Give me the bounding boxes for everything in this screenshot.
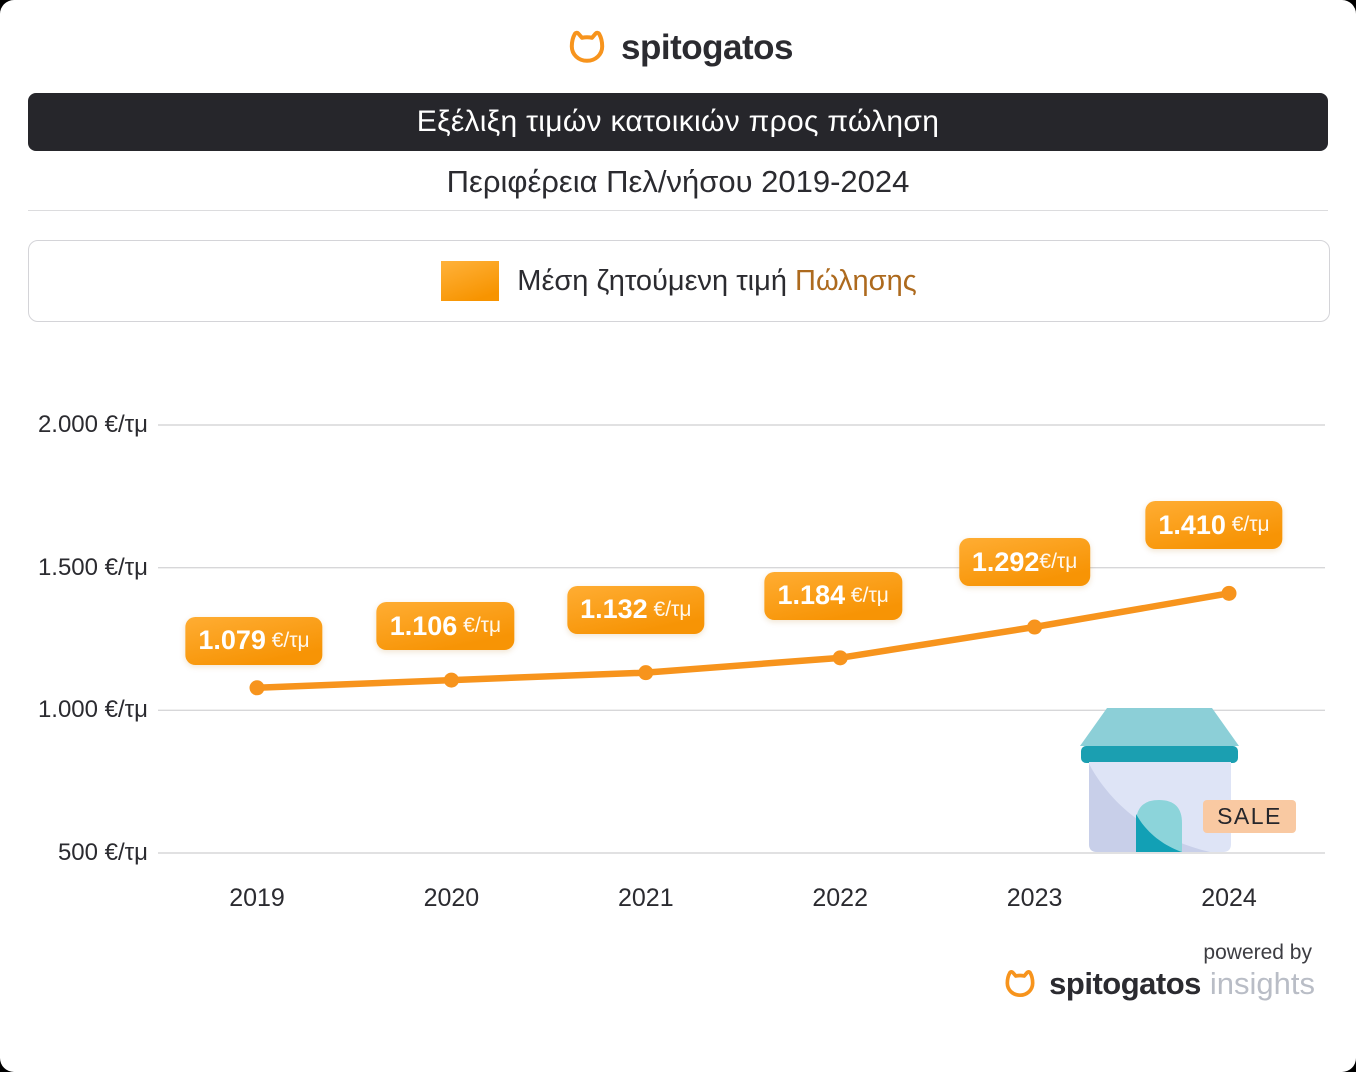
data-point-label: 1.132 €/τμ bbox=[567, 585, 705, 634]
x-axis-tick-label: 2022 bbox=[812, 884, 868, 912]
x-axis-tick-label: 2023 bbox=[1006, 884, 1063, 912]
legend: Μέση ζητούμενη τιμή Πώλησης bbox=[28, 240, 1330, 322]
sale-badge: SALE bbox=[1203, 800, 1296, 833]
x-axis-tick-label: 2024 bbox=[1201, 884, 1257, 912]
powered-by-text: powered by bbox=[1203, 941, 1312, 964]
data-point-label: 1.184 €/τμ bbox=[764, 571, 902, 620]
data-point bbox=[1027, 619, 1043, 635]
page-title: Εξέλιξη τιμών κατοικιών προς πώληση bbox=[416, 105, 940, 138]
data-label-unit: €/τμ bbox=[1225, 513, 1270, 537]
data-label-value: 1.079 bbox=[198, 625, 266, 656]
data-label-value: 1.410 bbox=[1158, 509, 1226, 540]
legend-label: Μέση ζητούμενη τιμή Πώλησης bbox=[517, 265, 916, 298]
data-label-unit: €/τμ bbox=[1039, 550, 1078, 574]
data-point bbox=[638, 665, 654, 681]
legend-highlight-text: Πώλησης bbox=[795, 264, 917, 297]
series-line bbox=[253, 590, 1233, 692]
data-point-label: 1.292 €/τμ bbox=[958, 538, 1091, 587]
house-shade bbox=[1089, 764, 1210, 852]
data-point bbox=[832, 650, 848, 666]
data-label-value: 1.132 bbox=[580, 594, 648, 625]
x-axis-tick-label: 2020 bbox=[423, 884, 480, 912]
data-label-unit: €/τμ bbox=[457, 614, 502, 638]
spitogatos-logo: spitogatos bbox=[0, 27, 1356, 69]
legend-swatch bbox=[441, 261, 500, 301]
data-label-unit: €/τμ bbox=[265, 628, 310, 652]
house-door-shade bbox=[1136, 814, 1182, 852]
y-axis-tick-label: 500 €/τμ bbox=[57, 839, 148, 866]
logo-wordmark: spitogatos bbox=[621, 28, 793, 67]
house-illustration bbox=[1080, 708, 1239, 852]
legend-label-text: Μέση ζητούμενη τιμή bbox=[517, 264, 796, 297]
data-label-value: 1.106 bbox=[389, 610, 458, 641]
data-point-label: 1.106 €/τμ bbox=[376, 602, 515, 651]
y-axis-tick-label: 1.000 €/τμ bbox=[37, 696, 148, 724]
y-axis-tick-label: 1.500 €/τμ bbox=[37, 553, 148, 581]
separator-line bbox=[28, 210, 1328, 211]
data-point-label: 1.410 €/τμ bbox=[1145, 501, 1283, 550]
data-label-value: 1.184 bbox=[777, 580, 846, 611]
page-subtitle: Περιφέρεια Πελ/νήσου 2019-2024 bbox=[446, 164, 910, 199]
house-roof-band bbox=[1081, 746, 1238, 763]
data-point-label: 1.079 €/τμ bbox=[185, 616, 323, 665]
cat-icon-small bbox=[1005, 969, 1035, 997]
cat-icon bbox=[569, 30, 605, 63]
insights-logo: spitogatos insights bbox=[1000, 966, 1315, 1002]
data-label-unit: €/τμ bbox=[845, 583, 889, 607]
data-point bbox=[249, 680, 265, 696]
data-label-unit: €/τμ bbox=[647, 597, 692, 621]
data-point bbox=[443, 672, 459, 688]
house-roof bbox=[1080, 708, 1239, 746]
data-point bbox=[1221, 585, 1237, 601]
data-label-value: 1.292 bbox=[971, 546, 1040, 577]
x-axis-tick-label: 2019 bbox=[229, 884, 285, 912]
y-axis-tick-label: 2.000 €/τμ bbox=[37, 411, 148, 438]
footer-product-text: insights bbox=[1209, 966, 1315, 1001]
footer-brand-text: spitogatos bbox=[1049, 966, 1201, 1001]
x-axis-tick-label: 2021 bbox=[617, 884, 674, 912]
title-banner: Εξέλιξη τιμών κατοικιών προς πώληση bbox=[28, 93, 1328, 151]
